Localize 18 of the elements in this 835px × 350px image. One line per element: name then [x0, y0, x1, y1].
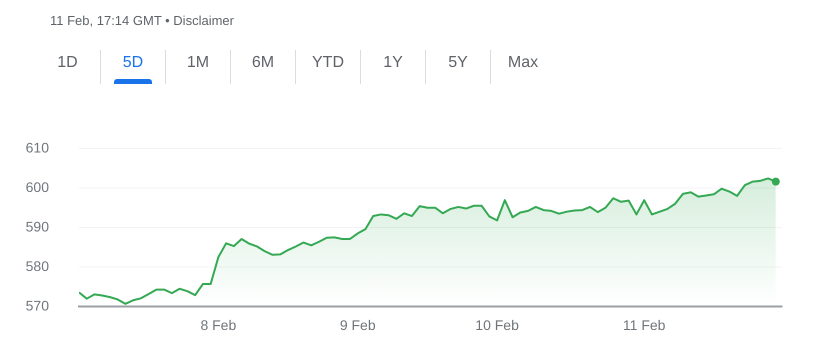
x-tick-label: 10 Feb: [475, 316, 520, 333]
y-tick-label: 580: [26, 258, 50, 274]
y-tick-label: 610: [26, 139, 50, 156]
text: 5Y: [425, 50, 490, 84]
text: Max: [490, 50, 555, 84]
x-tick-label: 11 Feb: [622, 316, 666, 333]
text: 1M: [165, 50, 230, 84]
text: 1D: [56, 53, 79, 73]
x-tick-label: 8 Feb: [200, 316, 236, 333]
y-tick-label: 570: [26, 297, 50, 314]
y-tick-label: 590: [26, 218, 50, 234]
x-tick-label: 9 Feb: [340, 316, 376, 333]
y-tick-label: 600: [26, 178, 50, 195]
text: YTD: [295, 50, 360, 84]
chart-subtitle: 11 Feb, 17:14 GMT • Disclaimer: [50, 13, 234, 28]
text: 5D: [100, 50, 165, 84]
text: 6M: [230, 50, 295, 84]
text: 1Y: [360, 50, 425, 84]
